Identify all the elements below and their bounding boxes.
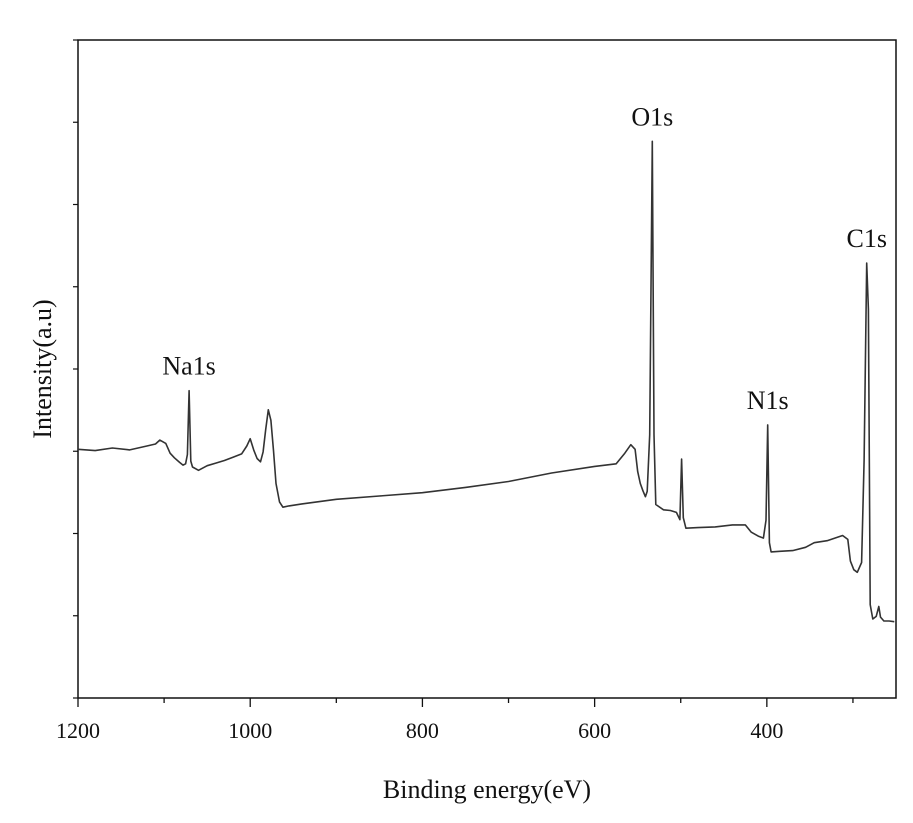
- spectrum-line: [78, 141, 894, 621]
- x-tick-label: 400: [750, 718, 783, 743]
- x-tick-label: 800: [406, 718, 439, 743]
- x-axis-tick-labels: 1200 1000 800 600 400: [56, 718, 783, 743]
- x-tick-label: 1000: [228, 718, 272, 743]
- x-tick-label: 1200: [56, 718, 100, 743]
- x-axis-title: Binding energy(eV): [383, 775, 591, 804]
- x-axis-ticks: [78, 698, 853, 707]
- peak-label: O1s: [631, 102, 673, 131]
- peak-label: Na1s: [162, 352, 215, 381]
- peak-label: N1s: [747, 386, 789, 415]
- peak-label: C1s: [846, 224, 886, 253]
- x-tick-label: 600: [578, 718, 611, 743]
- y-axis-title: Intensity(a.u): [28, 299, 57, 438]
- peak-annotations: Na1s O1s N1s C1s: [162, 102, 887, 415]
